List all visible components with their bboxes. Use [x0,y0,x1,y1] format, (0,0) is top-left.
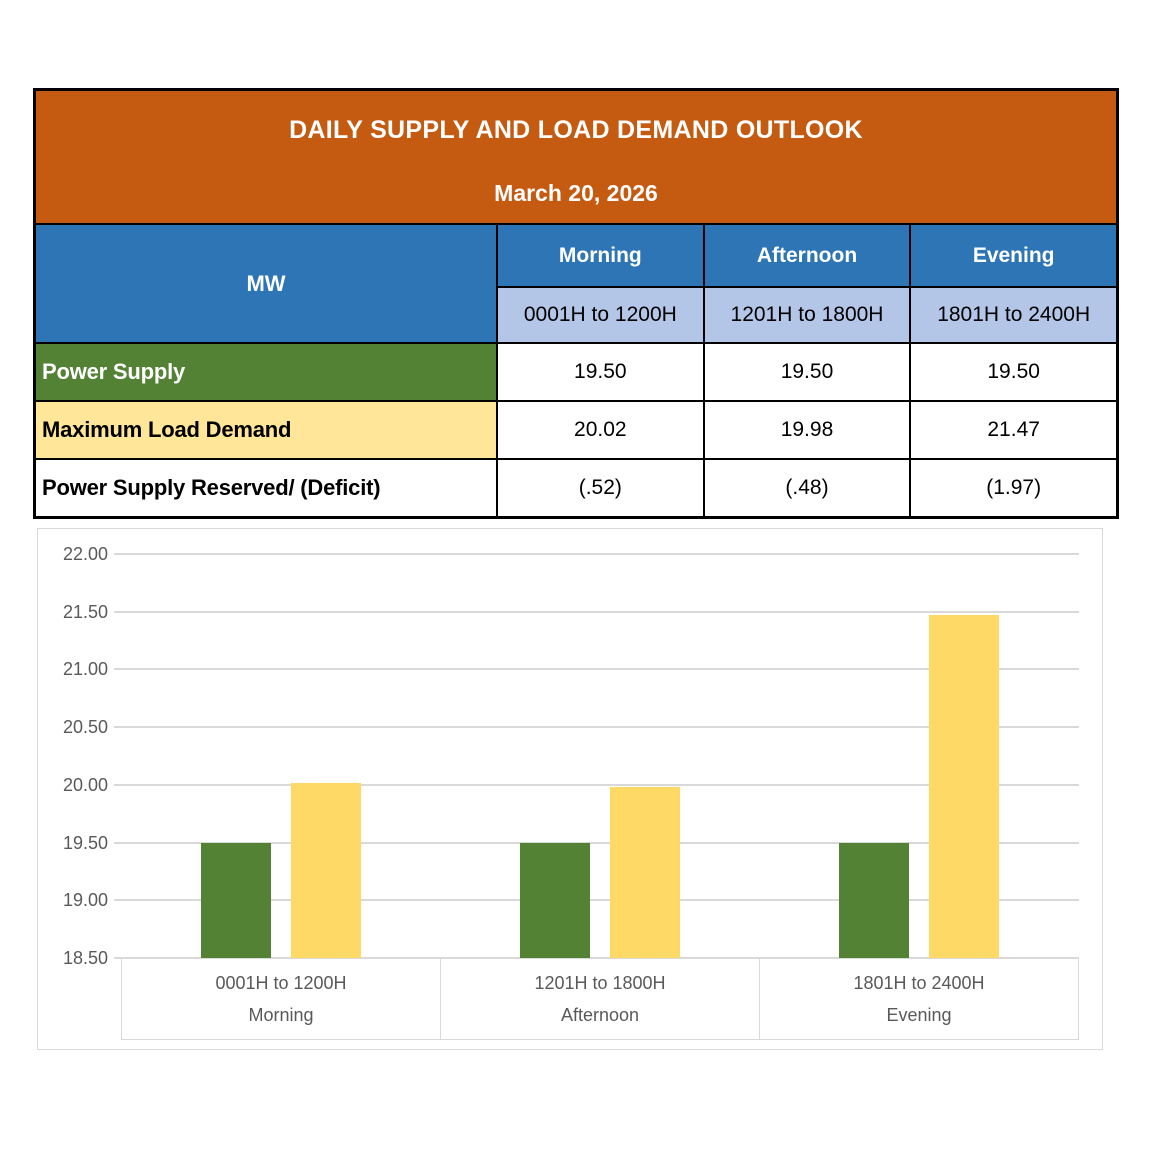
report-title: DAILY SUPPLY AND LOAD DEMAND OUTLOOK [289,116,863,144]
y-gridline [114,553,1079,555]
y-axis-tick-label: 19.50 [62,832,108,853]
bar-maximum-load-demand-0 [290,782,361,958]
x-category-period: Morning [248,1004,314,1025]
bar-power-supply-1 [520,842,590,958]
bar-power-supply-2 [839,842,910,958]
cell-max-load-demand-afternoon: 19.98 [704,402,910,458]
x-category-label: 1201H to 1800H Afternoon [440,959,759,1039]
x-category-time-range: 1201H to 1800H [534,972,666,993]
supply-demand-bar-chart: 22.00 21.50 21.00 20.50 20.00 19.50 19.00 18.50… [37,528,1103,1050]
bar-maximum-load-demand-2 [929,615,1000,958]
period-header-afternoon: Afternoon [704,225,910,286]
x-category-label: 0001H to 1200H Morning [122,959,440,1039]
x-category-period: Evening [886,1004,952,1025]
y-axis-tick-label: 22.00 [62,544,108,564]
y-axis-tick-label: 18.50 [62,948,108,968]
y-axis-tick-label: 21.00 [62,659,108,680]
y-gridline [114,899,1079,902]
y-axis-tick-label: 21.50 [62,601,108,622]
time-range-evening: 1801H to 2400H [911,288,1116,342]
time-range-morning: 0001H to 1200H [498,288,703,342]
cell-max-load-demand-evening: 21.47 [911,402,1116,458]
y-gridline [114,668,1079,671]
cell-power-supply-afternoon: 19.50 [704,344,910,400]
period-header-evening: Evening [911,225,1116,286]
y-axis-tick-label: 20.00 [62,774,108,795]
x-category-period: Afternoon [560,1004,640,1025]
y-gridline [114,841,1079,844]
bar-power-supply-0 [200,842,271,958]
x-axis-label-box: 0001H to 1200H Morning 1201H to 1800H After… [121,958,1079,1040]
row-label-max-load-demand: Maximum Load Demand [36,402,496,458]
y-gridline [114,610,1079,613]
row-label-reserve-deficit: Power Supply Reserved/ (Deficit) [36,460,496,516]
row-label-power-supply: Power Supply [36,344,496,400]
bar-maximum-load-demand-1 [610,787,680,958]
unit-header-cell: MW [36,225,496,342]
cell-reserve-deficit-afternoon: (.48) [704,460,910,516]
cell-power-supply-evening: 19.50 [911,344,1116,400]
cell-max-load-demand-morning: 20.02 [498,402,703,458]
report-date: March 20, 2026 [494,180,658,206]
y-gridline [114,726,1079,729]
x-category-time-range: 0001H to 1200H [215,972,347,993]
cell-reserve-deficit-evening: (1.97) [911,460,1116,516]
cell-reserve-deficit-morning: (.52) [498,460,703,516]
supply-demand-table: DAILY SUPPLY AND LOAD DEMAND OUTLOOK Mar… [33,88,1119,519]
cell-power-supply-morning: 19.50 [498,344,703,400]
y-axis-tick-label: 20.50 [62,717,108,738]
title-banner: DAILY SUPPLY AND LOAD DEMAND OUTLOOK Mar… [36,91,1116,223]
period-header-morning: Morning [498,225,703,286]
x-category-time-range: 1801H to 2400H [853,972,985,993]
x-category-label: 1801H to 2400H Evening [759,959,1078,1039]
y-axis-tick-label: 19.00 [62,890,108,911]
y-gridline [114,783,1079,786]
time-range-afternoon: 1201H to 1800H [704,288,910,342]
